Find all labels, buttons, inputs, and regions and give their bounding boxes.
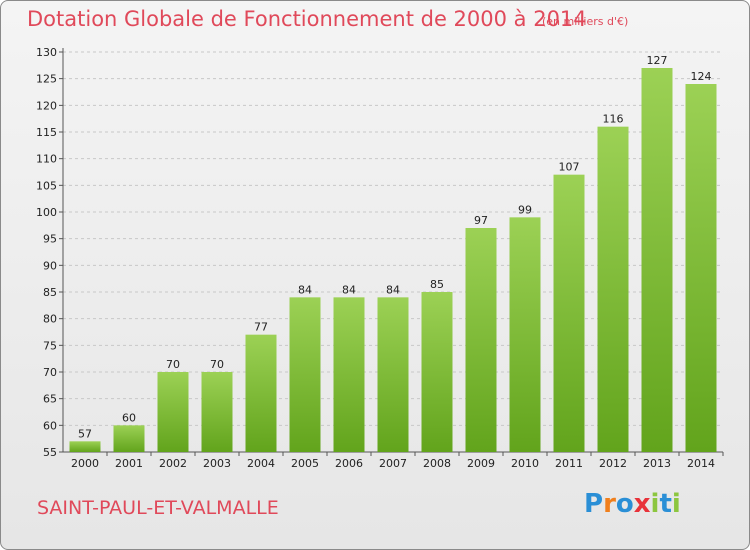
- bar-2010: [509, 217, 541, 452]
- y-tick-label: 80: [43, 313, 57, 326]
- x-tick-label: 2004: [247, 457, 275, 470]
- y-tick-label: 65: [43, 393, 57, 406]
- proxiti-logo[interactable]: Proxiti: [584, 489, 681, 519]
- chart-unit: (en milliers d'€): [542, 15, 629, 28]
- y-tick-label: 100: [36, 206, 57, 219]
- y-tick-label: 55: [43, 446, 57, 459]
- y-tick-label: 60: [43, 419, 57, 432]
- bar-2007: [377, 297, 409, 452]
- x-tick-label: 2005: [291, 457, 319, 470]
- value-label-2010: 99: [518, 203, 532, 216]
- logo-letter: P: [584, 489, 604, 519]
- y-tick-label: 115: [36, 126, 57, 139]
- value-label-2003: 70: [210, 358, 224, 371]
- x-tick-label: 2008: [423, 457, 451, 470]
- y-tick-label: 110: [36, 153, 57, 166]
- value-label-2008: 85: [430, 278, 444, 291]
- y-tick-label: 130: [36, 46, 57, 59]
- value-label-2005: 84: [298, 283, 312, 296]
- x-tick-label: 2013: [643, 457, 671, 470]
- x-tick-label: 2001: [115, 457, 143, 470]
- x-tick-label: 2000: [71, 457, 99, 470]
- logo-letter: i: [650, 489, 660, 519]
- x-tick-label: 2010: [511, 457, 539, 470]
- value-label-2012: 116: [603, 113, 624, 126]
- value-label-2006: 84: [342, 283, 356, 296]
- y-tick-label: 125: [36, 73, 57, 86]
- commune-name: SAINT-PAUL-ET-VALMALLE: [37, 497, 279, 519]
- y-tick-label: 85: [43, 286, 57, 299]
- value-label-2004: 77: [254, 321, 268, 334]
- y-tick-label: 105: [36, 179, 57, 192]
- y-tick-label: 120: [36, 99, 57, 112]
- x-tick-label: 2011: [555, 457, 583, 470]
- x-tick-label: 2014: [687, 457, 715, 470]
- x-tick-label: 2002: [159, 457, 187, 470]
- bar-2000: [69, 441, 101, 452]
- bars: [69, 68, 717, 453]
- value-label-2013: 127: [647, 54, 668, 67]
- chart-title: Dotation Globale de Fonctionnement de 20…: [27, 7, 587, 31]
- value-label-2001: 60: [122, 411, 136, 424]
- bar-2004: [245, 334, 277, 452]
- bar-2002: [157, 372, 189, 452]
- value-label-2009: 97: [474, 214, 488, 227]
- bar-2013: [641, 68, 673, 452]
- bar-2009: [465, 228, 497, 452]
- value-label-2002: 70: [166, 358, 180, 371]
- value-label-2000: 57: [78, 427, 92, 440]
- value-label-2014: 124: [691, 70, 712, 83]
- value-label-2011: 107: [559, 161, 580, 174]
- x-tick-label: 2006: [335, 457, 363, 470]
- bar-2005: [289, 297, 321, 452]
- value-labels: 57 60 70 70 77 84 84 84 85 97 99 107 116 127 124: [78, 54, 712, 440]
- bar-2003: [201, 372, 233, 452]
- logo-letter: t: [659, 489, 672, 519]
- y-tick-label: 75: [43, 339, 57, 352]
- x-tick-label: 2003: [203, 457, 231, 470]
- bar-2008: [421, 292, 453, 452]
- bar-2001: [113, 425, 145, 452]
- y-tick-label: 70: [43, 366, 57, 379]
- x-tick-label: 2009: [467, 457, 495, 470]
- logo-letter: i: [671, 489, 681, 519]
- logo-letter: r: [603, 489, 616, 519]
- x-tick-label: 2012: [599, 457, 627, 470]
- axes: 55 60 65 70 75 80 85 90 95 100 105 110 115 120 125 130 2…: [36, 46, 724, 470]
- bar-2011: [553, 174, 585, 452]
- bar-2006: [333, 297, 365, 452]
- logo-letter: o: [615, 489, 634, 519]
- bar-2014: [685, 84, 717, 452]
- x-tick-label: 2007: [379, 457, 407, 470]
- y-tick-label: 90: [43, 259, 57, 272]
- value-label-2007: 84: [386, 283, 400, 296]
- bar-2012: [597, 126, 629, 453]
- y-tick-label: 95: [43, 233, 57, 246]
- logo-letter: x: [633, 489, 651, 519]
